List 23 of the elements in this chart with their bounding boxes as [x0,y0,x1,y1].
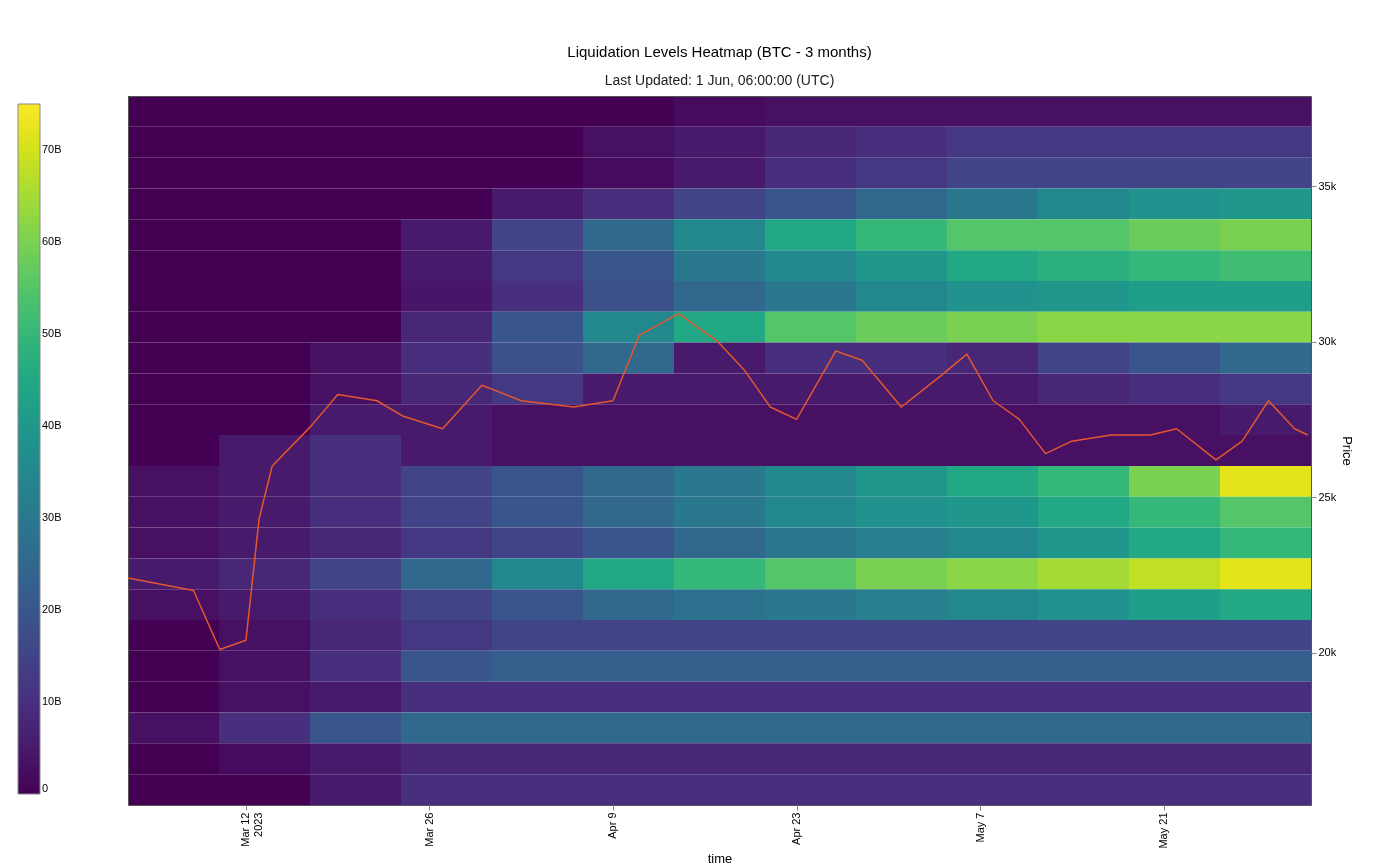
color-bar-label: 20B [42,603,62,615]
color-bar-label: 30B [42,511,62,523]
color-bar-label: 60B [42,235,62,247]
line-series [128,312,1309,651]
color-bar-label: 70B [42,143,62,155]
x-axis-title: time [707,850,733,866]
y-tick-label: 20k [1318,646,1337,659]
x-tick-label: Apr 9 [606,812,619,839]
x-tick-label: Mar 12 2023 [239,812,265,847]
color-bar-label: 40B [42,419,62,431]
color-bar-label: 50B [42,327,62,339]
color-bar-label: 0 [42,782,49,794]
x-tick-label: Mar 26 [422,812,435,847]
x-tick-label: Apr 23 [790,812,803,845]
y-axis-title: Price [1340,436,1356,466]
y-tick-label: 35k [1318,179,1337,192]
y-tick-label: 25k [1318,490,1337,503]
chart-title: Liquidation Levels Heatmap (BTC - 3 months) [567,43,872,60]
color-bar-label: 10B [42,695,62,707]
chart-subtitle: Last Updated: 1 Jun, 06:00:00 (UTC) [604,72,835,88]
x-tick-label: May 21 [1157,812,1170,849]
x-tick-label: May 7 [973,812,986,843]
y-tick-label: 30k [1318,335,1337,348]
